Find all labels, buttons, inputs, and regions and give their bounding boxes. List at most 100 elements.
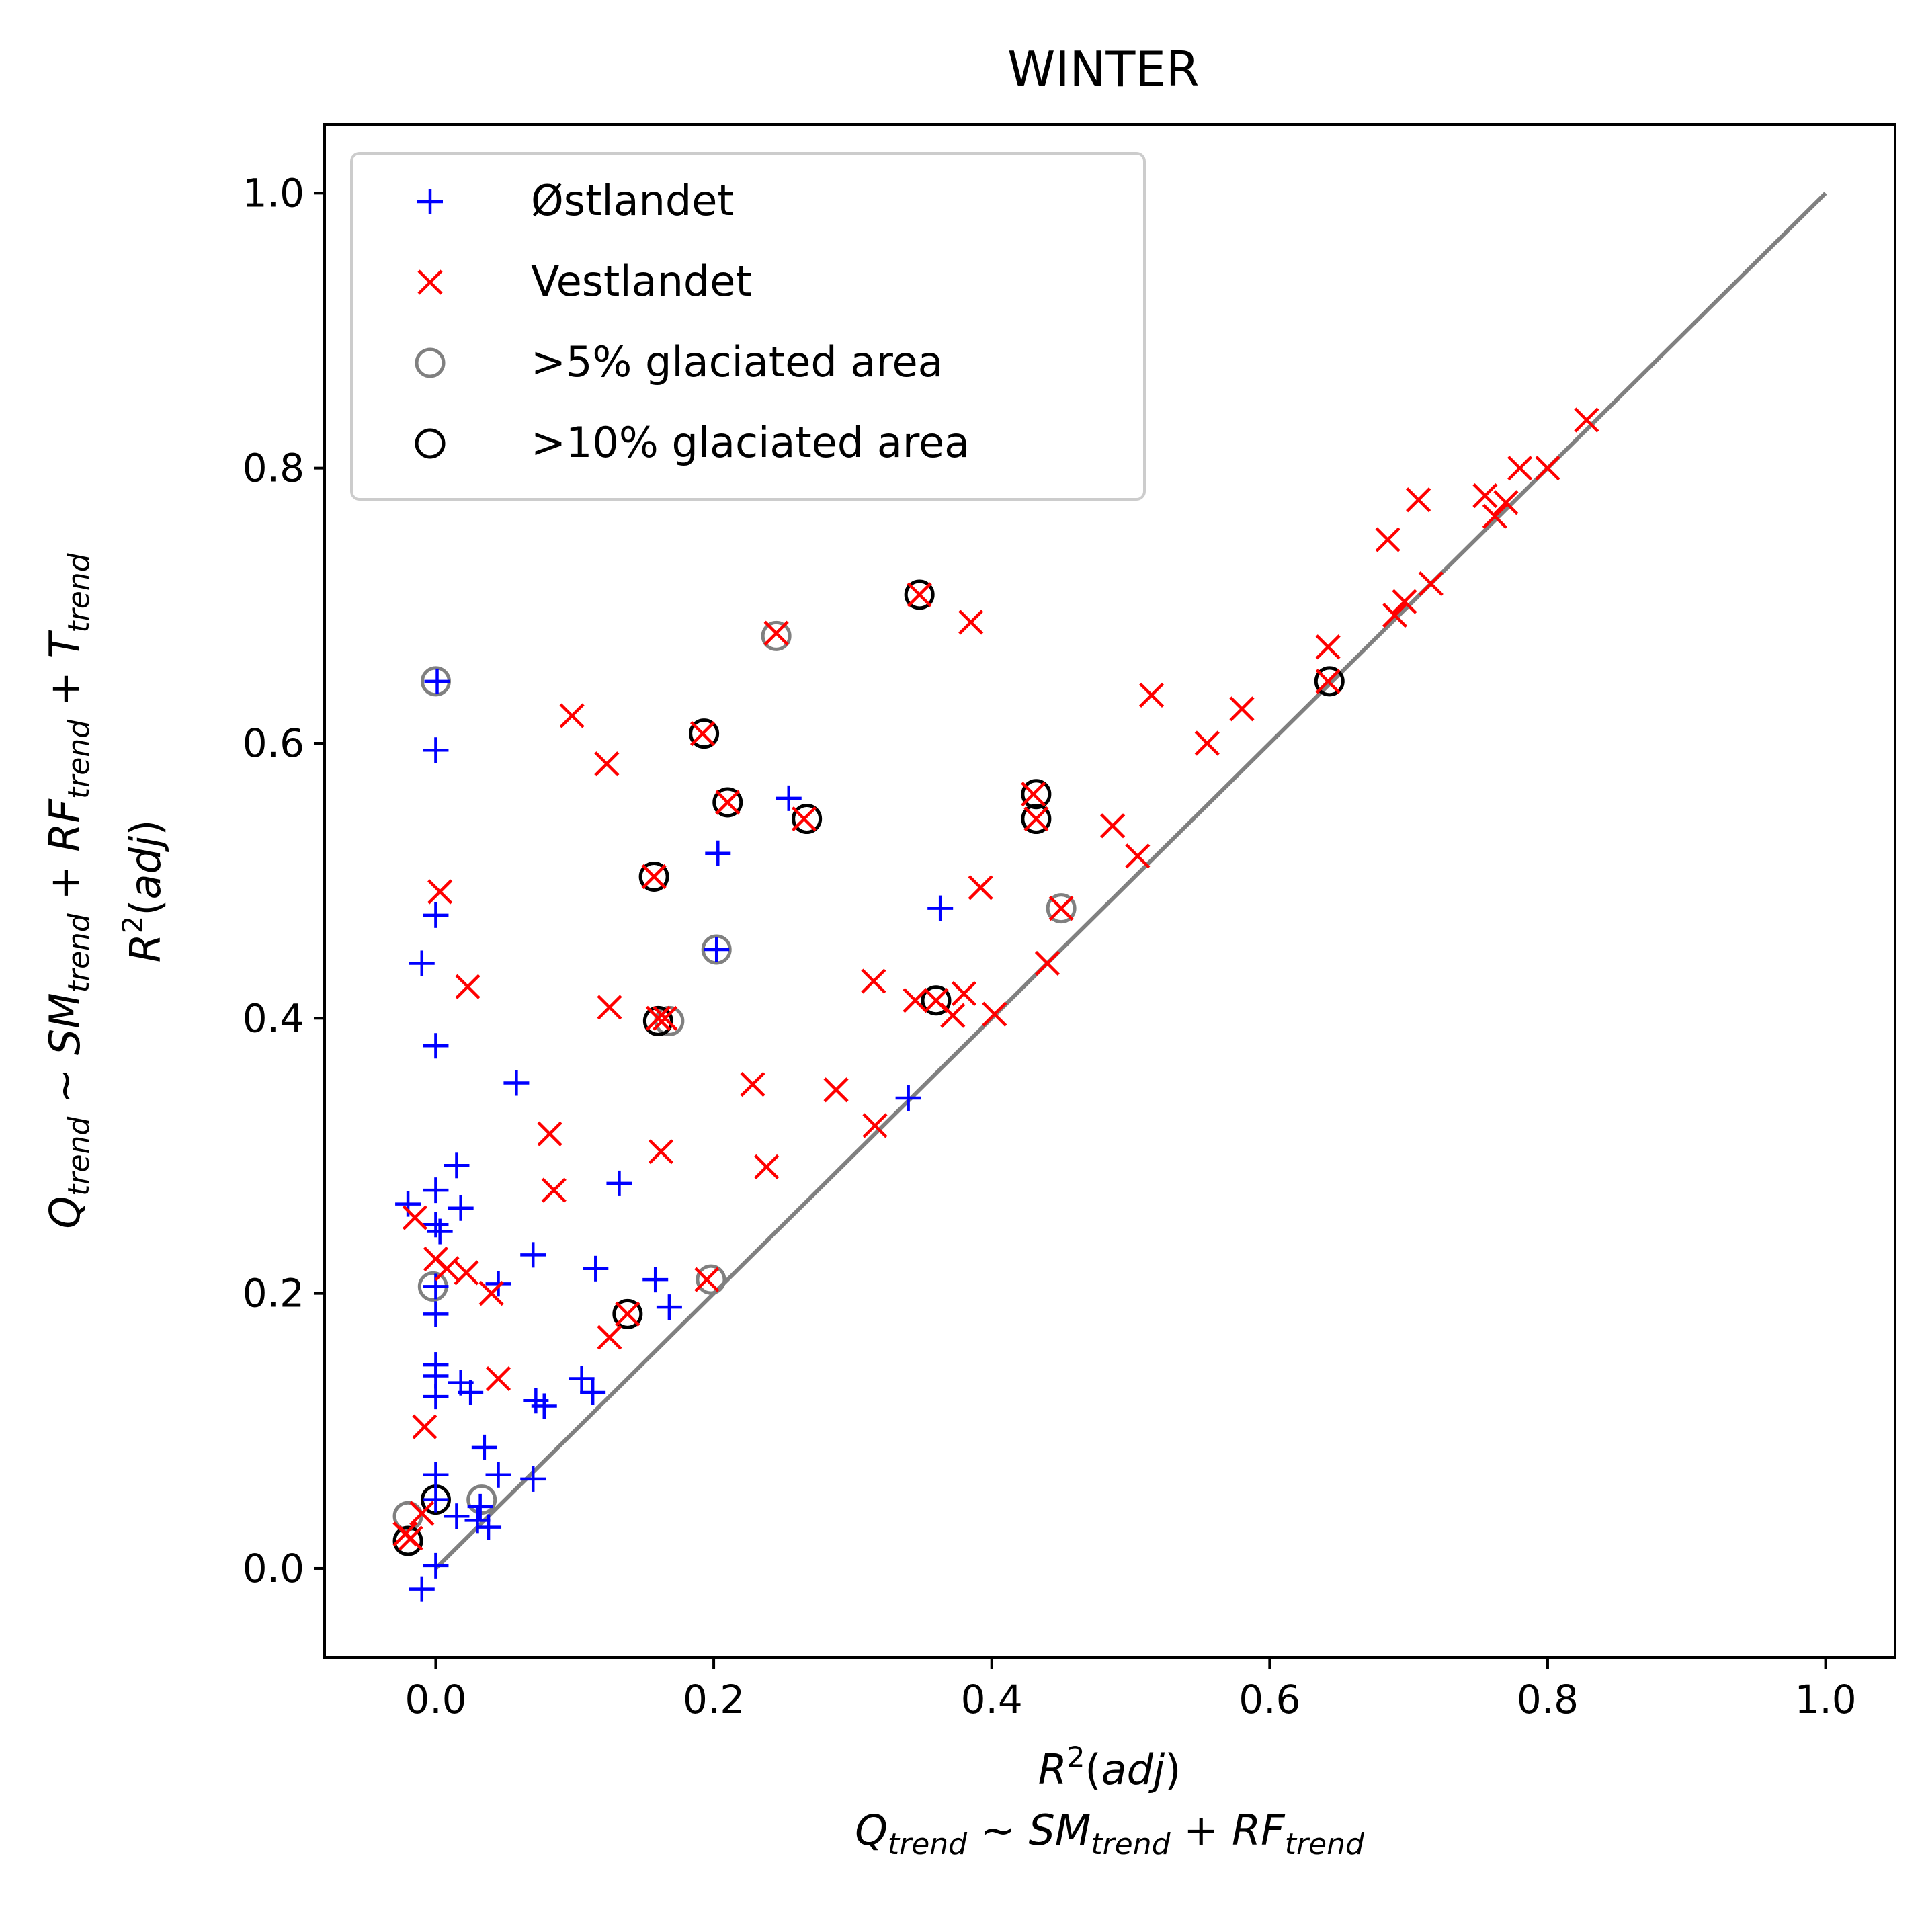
vestlandet-point xyxy=(754,1154,780,1179)
vestlandet-point xyxy=(940,1003,966,1028)
ostlandet-point xyxy=(485,1271,511,1297)
vestlandet-point xyxy=(1048,895,1074,921)
vestlandet-point xyxy=(478,1281,504,1306)
legend-label-vestlandet: Vestlandet xyxy=(531,257,752,306)
vestlandet-point xyxy=(951,980,976,1007)
glaciated-10pct-circle xyxy=(792,804,823,835)
glaciated-10pct-circle xyxy=(904,579,935,610)
vestlandet-point xyxy=(1382,603,1408,628)
vestlandet-point xyxy=(763,620,789,646)
glaciated-10pct-circle xyxy=(1021,804,1052,835)
x-tick-label: 0.8 xyxy=(1517,1677,1579,1722)
ostlandet-point xyxy=(705,840,731,866)
vestlandet-point xyxy=(537,1121,562,1146)
glaciated-5pct-circle xyxy=(761,620,792,651)
legend-label-5pct-glaciated: >5% glaciated area xyxy=(531,337,944,386)
ostlandet-point xyxy=(423,1552,449,1579)
glaciated-10pct-circle xyxy=(1021,779,1052,810)
vestlandet-point xyxy=(1375,527,1400,552)
vestlandet-point xyxy=(412,1414,437,1439)
ostlandet-point xyxy=(409,950,435,976)
vestlandet-point xyxy=(454,1260,479,1286)
ostlandet-point xyxy=(409,1576,435,1602)
legend-marker xyxy=(417,269,443,295)
y-tick-label: 0.6 xyxy=(243,720,304,766)
vestlandet-point xyxy=(409,1501,435,1526)
vestlandet-point xyxy=(689,721,716,747)
ostlandet-point xyxy=(467,1493,493,1519)
vestlandet-point xyxy=(597,1325,622,1350)
glaciated-10pct-circle xyxy=(689,718,720,749)
legend-marker-x-icon xyxy=(417,269,443,295)
ostlandet-point xyxy=(423,1033,449,1059)
vestlandet-point xyxy=(694,1267,720,1292)
ostlandet-point xyxy=(423,737,449,763)
x-tick-label: 0.4 xyxy=(961,1677,1023,1722)
ostlandet-point xyxy=(485,1462,511,1488)
vestlandet-point xyxy=(791,806,817,832)
ostlandet-point xyxy=(476,1514,502,1540)
vestlandet-point xyxy=(402,1205,428,1230)
ostlandet-point xyxy=(569,1366,595,1392)
x-tick-label: 0.2 xyxy=(683,1677,745,1722)
vestlandet-point xyxy=(823,1077,849,1103)
vestlandet-point xyxy=(715,790,741,815)
ostlandet-point xyxy=(704,936,730,962)
x-axis-label-line1: R2(adj) xyxy=(1038,1740,1181,1794)
vestlandet-point xyxy=(907,582,932,607)
vestlandet-point xyxy=(392,1521,418,1547)
ostlandet-point xyxy=(503,1070,530,1096)
ostlandet-point xyxy=(520,1466,546,1492)
ostlandet-point xyxy=(471,1434,497,1460)
legend-marker xyxy=(415,428,446,459)
vestlandet-point xyxy=(1482,503,1507,529)
y-tick-label: 0.2 xyxy=(243,1271,304,1316)
ostlandet-point xyxy=(464,1507,491,1534)
vestlandet-point xyxy=(1472,483,1498,509)
glaciated-10pct-circle xyxy=(1314,666,1345,697)
vestlandet-point xyxy=(641,864,667,890)
vestlandet-point xyxy=(1507,456,1533,481)
ostlandet-point xyxy=(776,785,802,811)
vestlandet-point xyxy=(958,610,984,635)
y-axis-label-line1: Qtrend ~ SMtrend + RFtrend + Ttrend xyxy=(40,552,96,1228)
vestlandet-point xyxy=(559,703,585,728)
vestlandet-point xyxy=(1034,950,1060,976)
x-tick-label: 0.0 xyxy=(405,1677,466,1722)
ostlandet-point xyxy=(656,1294,682,1320)
ostlandet-point xyxy=(606,1170,632,1196)
y-tick-label: 1.0 xyxy=(243,170,304,216)
vestlandet-point xyxy=(1392,589,1417,614)
vestlandet-point xyxy=(1535,456,1560,481)
ostlandet-point xyxy=(423,1384,449,1410)
legend-marker-circle-black-icon xyxy=(415,428,446,459)
vestlandet-point xyxy=(648,1139,674,1165)
vestlandet-point xyxy=(903,988,928,1013)
ostlandet-point xyxy=(580,1379,606,1405)
vestlandet-point xyxy=(1493,490,1519,515)
ostlandet-point xyxy=(423,1462,449,1488)
vestlandet-point xyxy=(1138,682,1165,708)
vestlandet-point xyxy=(982,1001,1007,1027)
vestlandet-point xyxy=(1574,407,1599,433)
ostlandet-point xyxy=(895,1085,921,1111)
glaciated-5pct-circle xyxy=(701,934,732,965)
vestlandet-point xyxy=(485,1366,511,1392)
vestlandet-point xyxy=(1315,669,1341,694)
one-to-one-reference-line xyxy=(434,192,1827,1570)
vestlandet-point xyxy=(1418,571,1444,597)
y-tick-label: 0.0 xyxy=(243,1546,304,1591)
vestlandet-point xyxy=(968,875,993,900)
ostlandet-point xyxy=(531,1393,557,1419)
legend-marker xyxy=(417,189,443,214)
ostlandet-point xyxy=(423,1177,449,1204)
vestlandet-point xyxy=(861,968,886,994)
legend: Østlandet Vestlandet >5% glaciated area … xyxy=(350,152,1146,501)
legend-label-10pct-glaciated: >10% glaciated area xyxy=(531,418,970,467)
ostlandet-point xyxy=(520,1242,546,1268)
chart-title: WINTER xyxy=(1007,41,1200,97)
vestlandet-point xyxy=(1100,813,1126,839)
ostlandet-point xyxy=(423,1212,449,1238)
vestlandet-point xyxy=(1021,782,1046,807)
